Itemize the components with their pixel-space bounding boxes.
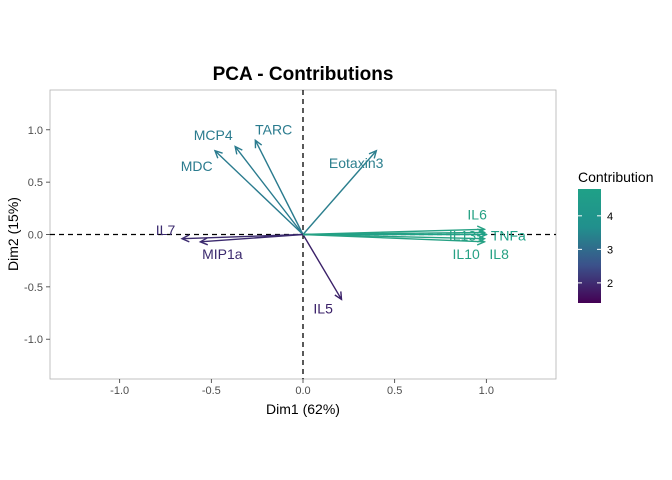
label-tnfa: TNFa bbox=[491, 227, 526, 243]
arrow-tarc bbox=[254, 138, 304, 235]
y-axis-title: Dim2 (15%) bbox=[5, 197, 21, 271]
x-tick-label: -0.5 bbox=[202, 385, 221, 397]
x-tick-label: -1.0 bbox=[110, 385, 129, 397]
y-tick-label: -1.0 bbox=[24, 334, 43, 346]
y-axis-ticks: -1.0 -0.5 0.0 0.5 1.0 bbox=[24, 125, 50, 346]
arrow-il5 bbox=[302, 234, 343, 301]
arrow-shaft bbox=[254, 139, 304, 235]
arrow-head bbox=[476, 237, 487, 246]
arrow-shaft bbox=[181, 233, 304, 240]
label-il13: IL13 bbox=[449, 227, 476, 243]
arrow-mcp4 bbox=[234, 145, 304, 235]
legend-title: Contribution bbox=[578, 169, 654, 185]
label-mdc: MDC bbox=[181, 158, 213, 174]
x-tick-label: 0.0 bbox=[295, 385, 310, 397]
arrow-il7 bbox=[180, 233, 304, 243]
label-il7: IL7 bbox=[156, 222, 176, 238]
label-il8: IL8 bbox=[489, 246, 509, 262]
arrow-head bbox=[368, 149, 378, 159]
x-tick-label: 0.5 bbox=[387, 385, 402, 397]
label-il5: IL5 bbox=[313, 301, 333, 317]
legend-tick-label: 3 bbox=[607, 244, 613, 256]
arrow-head bbox=[334, 291, 343, 301]
arrow-shaft bbox=[302, 233, 485, 243]
arrow-head bbox=[254, 138, 263, 149]
label-tarc: TARC bbox=[255, 122, 292, 138]
arrow-eotaxin3 bbox=[302, 149, 378, 235]
y-tick-label: 0.0 bbox=[28, 230, 43, 242]
legend-tick-label: 2 bbox=[607, 278, 613, 290]
x-tick-label: 1.0 bbox=[479, 385, 494, 397]
arrow-mip1a bbox=[198, 233, 304, 246]
y-tick-label: -0.5 bbox=[24, 282, 43, 294]
arrow-head bbox=[180, 234, 190, 243]
arrow-head bbox=[234, 145, 243, 155]
arrow-mdc bbox=[213, 149, 304, 236]
label-mcp4: MCP4 bbox=[194, 127, 233, 143]
variable-labels: MCP4 TARC MDC Eotaxin3 IL7 MIP1a IL5 IL6 IL13 TNF… bbox=[156, 122, 526, 317]
legend-ticks: 2 3 4 bbox=[578, 211, 613, 290]
chart-title: PCA - Contributions bbox=[213, 64, 394, 85]
arrow-head bbox=[198, 237, 209, 246]
legend-tick-label: 4 bbox=[607, 211, 613, 223]
variable-arrows bbox=[180, 138, 488, 301]
y-tick-label: 1.0 bbox=[28, 125, 43, 137]
arrow-shaft bbox=[214, 150, 304, 236]
x-axis-ticks: -1.0 -0.5 0.0 0.5 1.0 bbox=[110, 379, 494, 397]
legend: Contribution 2 3 4 bbox=[578, 169, 654, 303]
y-tick-label: 0.5 bbox=[28, 177, 43, 189]
arrow-head bbox=[476, 234, 487, 243]
arrow-shaft bbox=[234, 146, 304, 235]
label-il10: IL10 bbox=[453, 246, 480, 262]
arrow-head bbox=[213, 149, 223, 159]
arrow-il8 bbox=[302, 233, 487, 246]
arrow-shaft bbox=[302, 150, 377, 235]
label-il6: IL6 bbox=[467, 206, 487, 222]
arrow-shaft bbox=[302, 234, 343, 300]
arrow-shaft bbox=[200, 233, 304, 243]
legend-colorbar bbox=[578, 189, 601, 303]
label-eotaxin3: Eotaxin3 bbox=[329, 155, 384, 171]
x-axis-title: Dim1 (62%) bbox=[266, 401, 340, 417]
label-mip1a: MIP1a bbox=[202, 246, 243, 262]
